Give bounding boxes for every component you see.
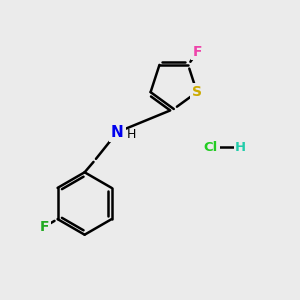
Text: H: H [235,140,246,154]
Text: H: H [127,128,136,141]
Text: F: F [193,45,202,59]
Text: Cl: Cl [204,140,218,154]
Text: F: F [39,220,49,234]
Text: N: N [111,125,124,140]
Text: S: S [192,85,202,99]
